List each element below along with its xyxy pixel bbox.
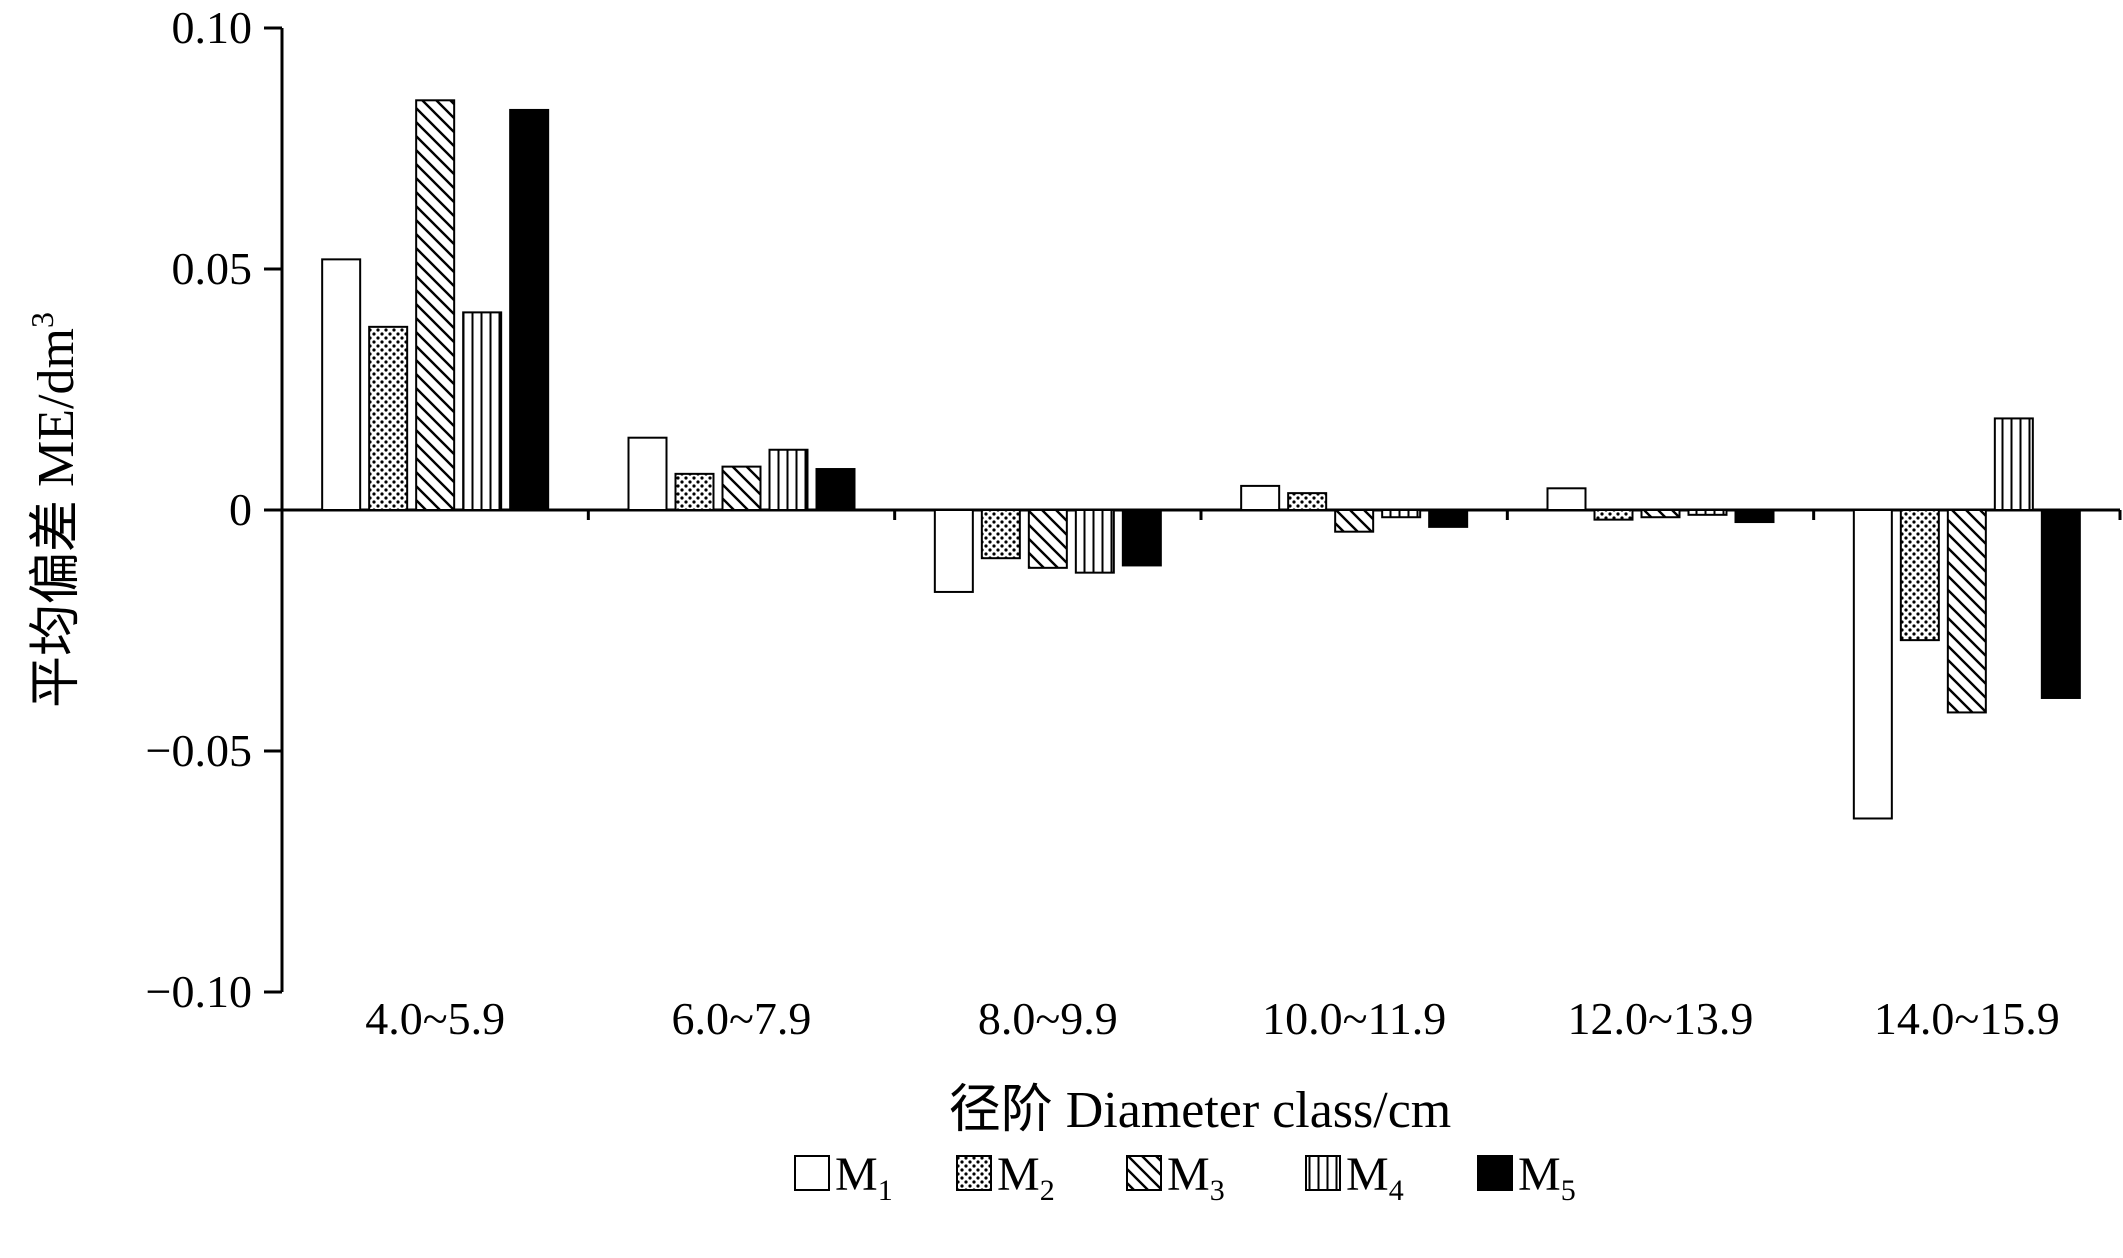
y-axis-title-superscript: 3	[24, 312, 60, 328]
legend-swatch-m4	[1305, 1155, 1341, 1191]
legend-swatch-m3	[1126, 1155, 1162, 1191]
bar-m2-1	[368, 325, 409, 511]
bar-m4-5	[1687, 509, 1728, 516]
x-tick-label: 14.0~15.9	[1874, 993, 2060, 1044]
legend-label-m3: M3	[1167, 1148, 1225, 1207]
legend: M1 M2 M3 M4 M5	[794, 1148, 1576, 1207]
y-tick-label: −0.05	[146, 725, 252, 776]
bar-m5-6	[2040, 509, 2081, 699]
x-tick-label: 8.0~9.9	[978, 993, 1118, 1044]
bar-m4-3	[1074, 509, 1115, 574]
legend-swatch-m2	[956, 1155, 992, 1191]
bar-m2-3	[980, 509, 1021, 560]
bar-m3-4	[1334, 509, 1375, 533]
y-tick-label: 0.05	[172, 243, 253, 294]
bar-m1-5	[1546, 487, 1587, 511]
y-axis-title: 平均偏差 ME/dm3	[24, 312, 85, 708]
bar-m3-3	[1027, 509, 1068, 569]
bar-m1-1	[321, 258, 362, 511]
bar-m5-2	[815, 468, 856, 511]
x-tick-label: 6.0~7.9	[672, 993, 812, 1044]
bar-m1-3	[933, 509, 974, 593]
bar-m3-1	[415, 99, 456, 512]
legend-label-m4: M4	[1346, 1148, 1404, 1207]
x-axis-title: 径阶 Diameter class/cm	[949, 1082, 1452, 1139]
bar-m1-6	[1852, 509, 1893, 820]
legend-swatch-m5	[1477, 1155, 1513, 1191]
y-tick-label: 0	[229, 484, 252, 535]
axes	[264, 26, 2122, 994]
y-tick-label: 0.10	[172, 2, 253, 53]
bar-m3-6	[1946, 509, 1987, 714]
bar-m5-1	[509, 108, 550, 511]
legend-label-m2: M2	[997, 1148, 1055, 1207]
bar-m2-5	[1593, 509, 1634, 521]
bars-group	[321, 99, 2081, 820]
bar-m5-3	[1121, 509, 1162, 567]
bar-m2-6	[1899, 509, 1940, 642]
bar-m4-1	[462, 311, 503, 511]
legend-swatch-m1	[794, 1155, 830, 1191]
bar-m5-4	[1428, 509, 1469, 528]
legend-label-m5: M5	[1518, 1148, 1576, 1207]
tick-labels: 0.10 0.05 0 −0.05 −0.10 4.0~5.9 6.0~7.9 8.0~9.9…	[146, 2, 2060, 1044]
bar-m4-2	[768, 448, 809, 511]
bar-m3-2	[721, 465, 762, 511]
y-tick-label: −0.10	[146, 966, 252, 1017]
bar-m1-2	[627, 436, 668, 512]
bar-m3-5	[1640, 509, 1681, 519]
x-tick-label: 4.0~5.9	[365, 993, 505, 1044]
bar-m2-2	[674, 472, 715, 512]
x-tick-label: 10.0~11.9	[1262, 993, 1446, 1044]
bar-m2-4	[1287, 492, 1328, 512]
bar-m5-5	[1734, 509, 1775, 524]
bar-m4-6	[1993, 417, 2034, 512]
y-axis-title-text: 平均偏差 ME/dm	[28, 328, 85, 708]
legend-label-m1: M1	[835, 1148, 893, 1207]
bar-m1-4	[1240, 484, 1281, 511]
bar-m4-4	[1381, 509, 1422, 519]
x-tick-label: 12.0~13.9	[1568, 993, 1754, 1044]
